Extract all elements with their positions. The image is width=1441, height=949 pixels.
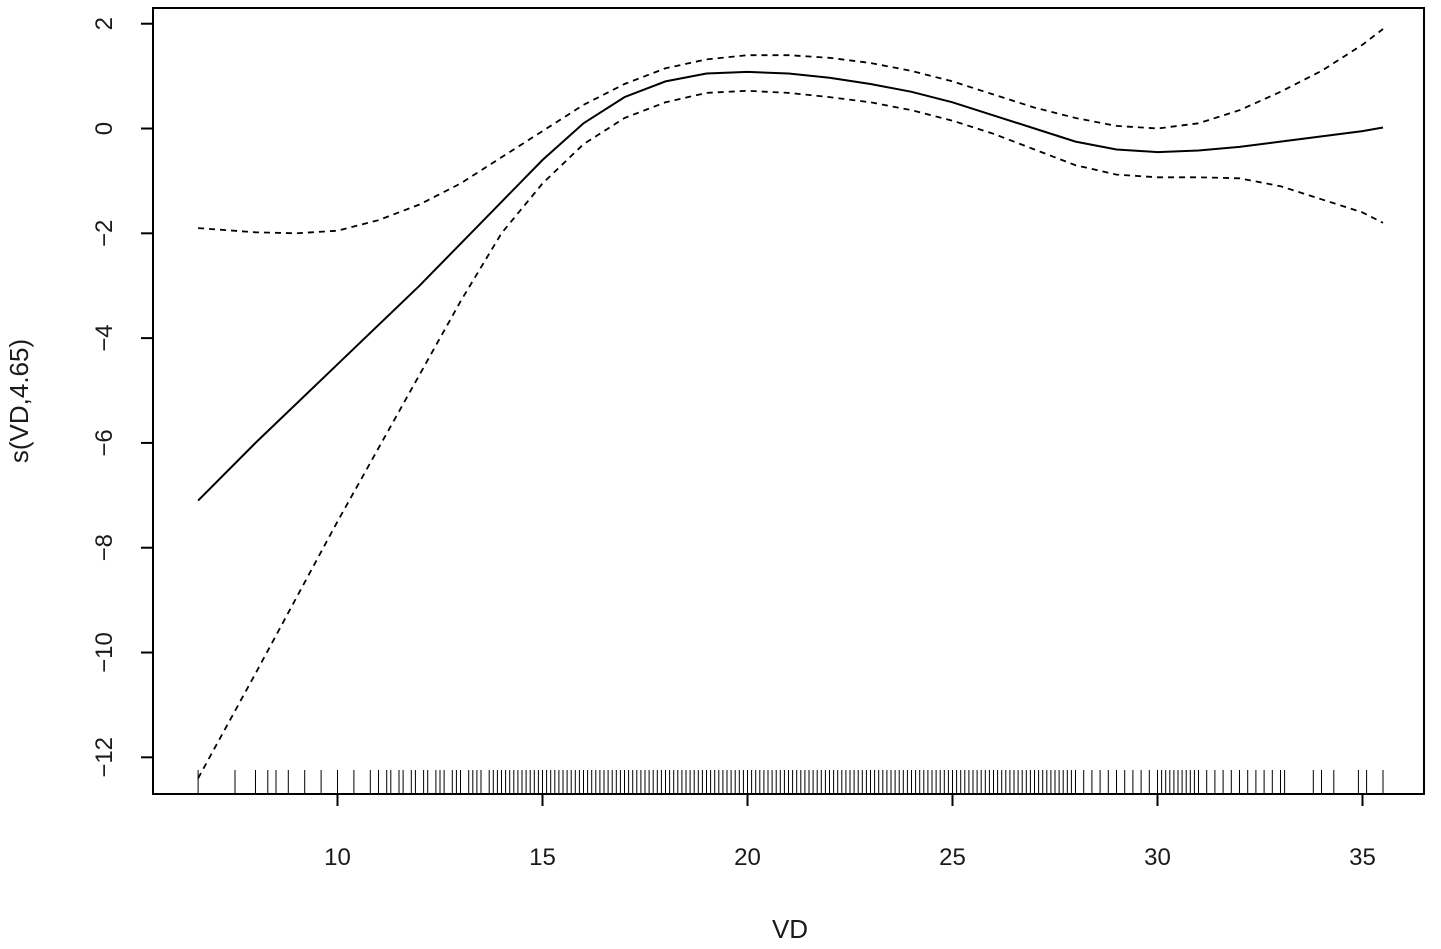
series-group [197,28,1384,779]
rug-marks [197,770,1384,794]
y-tick-label: 0 [91,122,118,135]
y-tick-label: −6 [91,429,118,456]
plot-box [152,7,1425,795]
y-tick-label: 2 [91,17,118,30]
y-axis-title: s(VD,4.65) [4,339,34,463]
x-tick-label: 15 [529,844,556,871]
upper-ci-curve [198,28,1384,235]
smooth-curve [197,70,1384,502]
x-tick-label: 25 [939,844,966,871]
y-tick-label: −12 [91,737,118,778]
lower-ci-curve [197,89,1384,779]
y-tick-label: −4 [91,324,118,351]
x-tick-label: 10 [324,844,351,871]
y-tick-label: −10 [91,632,118,673]
x-tick-label: 30 [1144,844,1171,871]
x-tick-label: 20 [734,844,761,871]
y-axis: 2 0 −2 −4 −6 −8 −10 −12 [91,17,153,778]
x-axis: 10 15 20 25 30 35 [324,794,1376,871]
x-axis-title: VD [772,914,808,944]
y-tick-label: −2 [91,220,118,247]
y-tick-label: −8 [91,534,118,561]
x-tick-label: 35 [1349,844,1376,871]
